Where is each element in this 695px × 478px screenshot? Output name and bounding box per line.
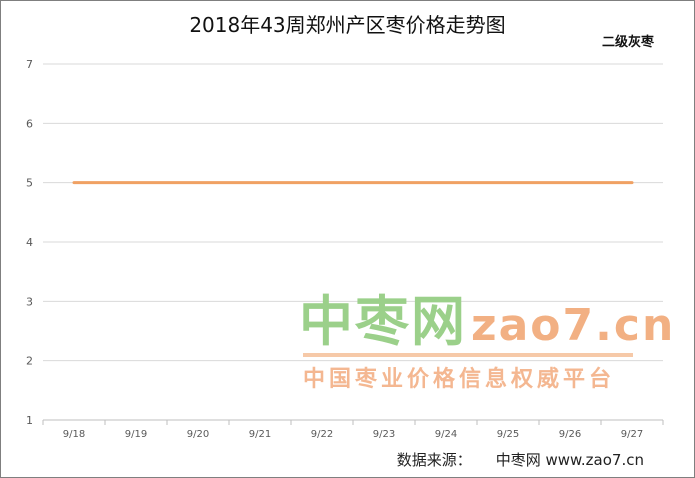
y-tick-label: 7: [26, 58, 33, 71]
legend-entry: 二级灰枣: [601, 35, 654, 50]
y-tick-label: 3: [26, 295, 33, 308]
x-tick-label: 9/21: [249, 429, 271, 440]
x-tick-label: 9/23: [373, 429, 395, 440]
x-tick-label: 9/27: [621, 429, 643, 440]
x-tick-label: 9/25: [497, 429, 519, 440]
y-tick-label: 2: [26, 355, 33, 368]
y-tick-label: 6: [26, 117, 33, 130]
data-source-label: 数据来源：: [396, 451, 472, 469]
x-tick-label: 9/18: [63, 429, 85, 440]
x-tick-label: 9/24: [435, 429, 457, 440]
y-tick-label: 1: [26, 414, 33, 427]
y-tick-label: 5: [26, 177, 33, 190]
chart-title: 2018年43周郑州产区枣价格走势图: [189, 13, 506, 37]
x-tick-label: 9/26: [559, 429, 581, 440]
x-tick-label: 9/19: [125, 429, 147, 440]
data-source: 数据来源： 中枣网 www.zao7.cn: [397, 449, 644, 470]
x-tick-label: 9/20: [187, 429, 209, 440]
data-source-name: 中枣网 www.zao7.cn: [495, 451, 644, 469]
x-tick-label: 9/22: [311, 429, 333, 440]
y-tick-label: 4: [26, 236, 33, 249]
